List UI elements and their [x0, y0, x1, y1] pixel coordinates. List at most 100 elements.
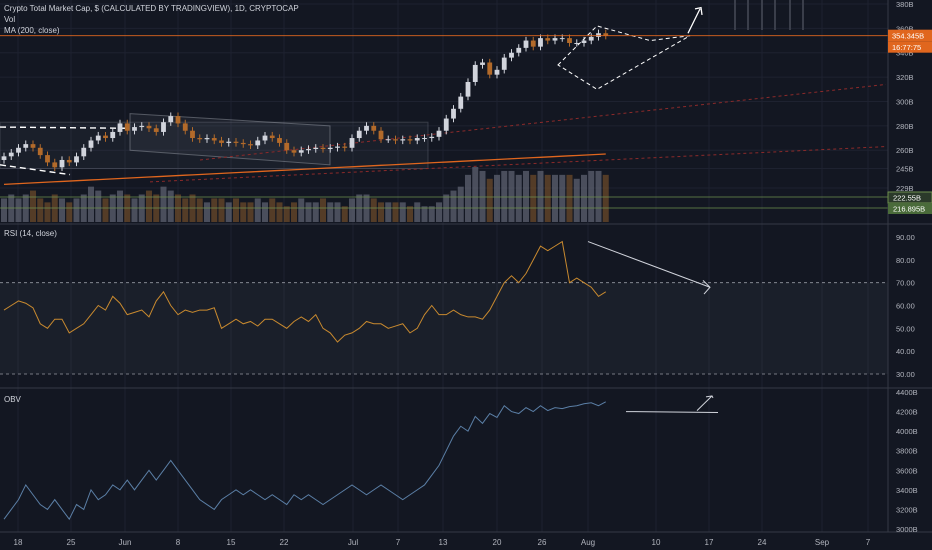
candle-body — [378, 130, 384, 140]
volume-bar — [196, 198, 203, 222]
x-tick-label: 7 — [396, 538, 401, 547]
candle-body — [429, 136, 435, 139]
volume-bar — [327, 202, 334, 222]
obv-resistance-line — [625, 411, 719, 414]
candle-body — [153, 128, 159, 132]
candle-body — [219, 140, 224, 143]
rsi-tick-label: 60.00 — [896, 302, 915, 311]
volume-bar — [378, 202, 384, 222]
volume-bar — [588, 170, 595, 222]
volume-bar — [486, 178, 493, 222]
candle-body — [574, 42, 580, 44]
grid-lines — [0, 0, 888, 532]
volume-bar — [501, 170, 508, 222]
rsi-tick-label: 30.00 — [896, 370, 915, 379]
candle-body — [88, 140, 94, 148]
candle-body — [110, 131, 116, 139]
candle-body — [472, 64, 478, 82]
volume-bar — [269, 198, 276, 222]
candle-body — [23, 144, 29, 148]
price-tag-bg — [888, 29, 932, 42]
volume-bar — [37, 198, 44, 222]
volume-bar — [436, 202, 442, 222]
obv-title: OBV — [4, 395, 21, 404]
y-tick-label: 340B — [896, 49, 914, 58]
x-tick-label: 25 — [67, 538, 76, 547]
volume-bar — [66, 202, 73, 222]
volume-bar — [211, 198, 218, 222]
rsi-tick-label: 90.00 — [896, 233, 915, 242]
candle-body — [335, 146, 340, 148]
x-tick-label: 8 — [176, 538, 181, 547]
candle-body — [422, 138, 427, 140]
candle-body — [509, 52, 514, 58]
rsi-divergence-arrow — [587, 241, 711, 295]
rsi-tick-label: 70.00 — [896, 279, 915, 288]
candle-body — [414, 138, 420, 141]
volume-bar — [428, 206, 435, 222]
volume-bar — [479, 170, 486, 222]
volume-bar — [573, 178, 580, 222]
x-tick-label: Jul — [348, 538, 358, 547]
volume-bar — [407, 206, 413, 222]
x-tick-label: Sep — [815, 538, 830, 547]
descending-channel — [129, 113, 331, 166]
candle-body — [74, 156, 79, 163]
candle-body — [30, 144, 36, 148]
candle-body — [552, 38, 558, 41]
volume-bar — [595, 170, 602, 222]
candle-body — [117, 123, 123, 132]
volume-bar — [472, 167, 479, 222]
candle-body — [37, 147, 43, 156]
candle-body — [393, 139, 398, 141]
green-tag-bg — [888, 203, 932, 214]
x-tick-label: 24 — [758, 538, 767, 547]
volume-bar — [298, 198, 305, 222]
candle-body — [190, 130, 195, 139]
rsi-line — [3, 240, 607, 343]
triangle-pattern — [557, 25, 691, 90]
x-tick-label: 10 — [652, 538, 661, 547]
candle-body — [298, 150, 304, 153]
y-tick-label: 280B — [896, 122, 914, 131]
volume-bar — [320, 198, 326, 222]
chart-title: Crypto Total Market Cap, $ (CALCULATED B… — [4, 4, 299, 13]
candle-body — [407, 139, 413, 141]
candle-body — [132, 127, 137, 131]
volume-bar — [146, 190, 152, 222]
candle-body — [385, 139, 391, 141]
volume-bar — [341, 206, 348, 222]
candle-body — [175, 116, 181, 124]
candle-body — [545, 38, 551, 41]
price-pane[interactable] — [0, 0, 888, 209]
volume-bar — [73, 198, 80, 222]
x-tick-label: Jun — [119, 538, 132, 547]
obv-pane[interactable] — [3, 395, 719, 521]
volume-bar — [291, 202, 297, 222]
candle-body — [443, 118, 449, 131]
candle-body — [501, 57, 507, 70]
candle-body — [559, 38, 565, 40]
candle-body — [516, 47, 522, 53]
y-tick-label: 245B — [896, 165, 914, 174]
candle-body — [588, 36, 594, 41]
candle-body — [342, 146, 348, 148]
volume-bar — [559, 174, 566, 222]
candle-body — [59, 159, 65, 168]
candle-body — [327, 147, 333, 150]
obv-tick-label: 3200B — [896, 505, 918, 514]
x-tick-label: 22 — [280, 538, 289, 547]
volume-bar — [508, 170, 515, 222]
obv-tick-label: 4400B — [896, 388, 918, 397]
candle-body — [436, 130, 442, 137]
volume-bar — [1, 198, 7, 222]
candle-body — [277, 138, 282, 143]
y-tick-label: 300B — [896, 97, 914, 106]
candle-body — [480, 62, 485, 65]
candle-body — [306, 149, 311, 151]
rsi-pane[interactable] — [0, 240, 888, 375]
candle-body — [494, 69, 500, 75]
candle-body — [211, 138, 217, 141]
candle-body — [233, 141, 239, 143]
